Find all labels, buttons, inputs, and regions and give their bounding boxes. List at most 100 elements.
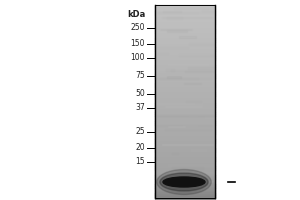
Bar <box>155 79 215 80</box>
Bar <box>155 193 215 195</box>
Bar <box>166 69 174 71</box>
Bar <box>155 18 215 19</box>
Bar <box>155 67 215 69</box>
Bar <box>168 31 194 32</box>
Bar <box>155 51 215 52</box>
Bar <box>155 107 215 108</box>
Bar <box>155 29 215 30</box>
Bar <box>155 180 215 181</box>
Bar <box>155 8 215 9</box>
Bar <box>155 151 215 152</box>
Bar <box>155 116 215 117</box>
Bar <box>155 63 215 64</box>
Bar <box>155 94 215 96</box>
Bar <box>155 46 215 47</box>
Bar <box>155 74 215 75</box>
Bar <box>155 27 215 28</box>
Bar <box>155 15 215 16</box>
Bar <box>155 107 215 108</box>
Bar <box>155 144 215 146</box>
Bar <box>155 52 215 53</box>
Bar <box>155 138 215 139</box>
Bar <box>155 22 215 23</box>
Bar <box>155 62 215 63</box>
Bar <box>157 115 213 116</box>
Text: 37: 37 <box>135 104 145 112</box>
Ellipse shape <box>160 173 208 191</box>
Bar <box>155 184 215 185</box>
Bar <box>155 113 215 114</box>
Bar <box>156 103 194 104</box>
Bar <box>155 17 215 18</box>
Bar <box>155 171 215 172</box>
Bar <box>155 56 215 58</box>
Bar <box>155 87 215 88</box>
Bar <box>155 82 215 83</box>
Bar <box>155 102 215 103</box>
Bar <box>161 24 212 25</box>
Bar <box>155 92 215 94</box>
Bar <box>155 154 215 155</box>
Bar <box>155 142 215 143</box>
Bar <box>155 69 215 70</box>
Bar <box>191 149 206 151</box>
Bar <box>155 174 215 175</box>
Bar <box>155 145 215 146</box>
Bar <box>155 81 215 82</box>
Bar <box>168 164 213 166</box>
Bar <box>155 143 215 144</box>
Bar <box>155 10 215 11</box>
Bar <box>155 49 215 50</box>
Bar <box>163 174 214 176</box>
Bar <box>155 194 215 195</box>
Bar <box>155 96 215 97</box>
Bar <box>155 150 215 151</box>
Bar <box>155 130 215 131</box>
Bar <box>155 20 215 21</box>
Bar <box>167 186 208 187</box>
Bar <box>155 58 215 60</box>
Bar <box>155 149 215 150</box>
Bar <box>155 11 215 12</box>
Bar <box>155 60 215 61</box>
Bar <box>155 152 215 153</box>
Bar <box>164 6 195 7</box>
Text: 50: 50 <box>135 90 145 98</box>
Bar <box>155 148 215 149</box>
Bar <box>155 197 215 199</box>
Bar <box>172 153 178 154</box>
Text: 100: 100 <box>130 53 145 62</box>
Bar <box>155 121 215 123</box>
Bar <box>155 133 215 134</box>
Bar <box>155 55 215 56</box>
Bar <box>155 148 215 150</box>
Bar <box>155 121 215 122</box>
Bar <box>155 60 215 61</box>
Bar <box>155 47 215 49</box>
Bar <box>174 8 208 9</box>
Bar <box>155 191 215 192</box>
Bar <box>168 126 185 127</box>
Bar <box>155 34 215 35</box>
Bar <box>155 184 215 186</box>
Bar <box>155 181 215 182</box>
Bar <box>155 71 215 72</box>
Bar <box>155 35 215 36</box>
Bar <box>155 89 215 90</box>
Bar <box>155 189 215 190</box>
Bar <box>155 38 215 40</box>
Bar <box>155 159 215 160</box>
Bar <box>155 103 215 105</box>
Text: kDa: kDa <box>128 10 146 19</box>
Bar <box>157 78 198 79</box>
Bar <box>155 179 215 180</box>
Bar <box>155 98 215 99</box>
Bar <box>155 118 215 119</box>
Bar <box>155 127 215 128</box>
Bar <box>155 196 215 197</box>
Bar <box>155 163 215 164</box>
Bar <box>155 73 215 74</box>
Bar <box>155 26 215 27</box>
Bar <box>155 152 215 153</box>
Text: 150: 150 <box>130 40 145 48</box>
